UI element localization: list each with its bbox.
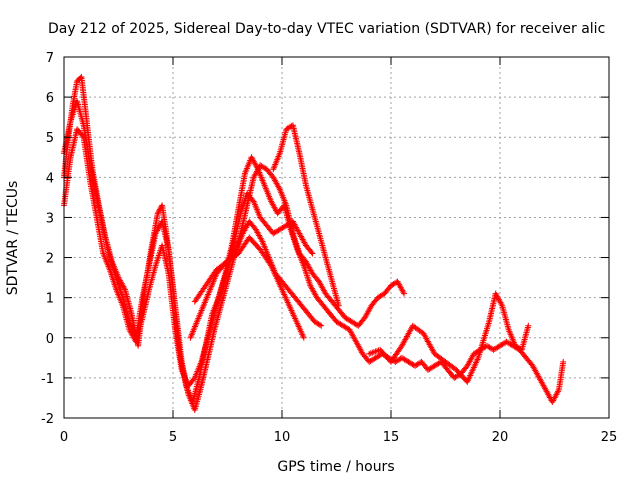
y-tick-label: -1 <box>41 372 54 387</box>
data-point <box>308 249 315 256</box>
series-track-e <box>191 234 307 341</box>
data-point <box>300 334 307 341</box>
x-tick-label: 5 <box>169 430 177 445</box>
data-point <box>560 358 567 365</box>
data-point <box>79 132 86 139</box>
series-track-g <box>366 290 532 385</box>
y-tick-label: -2 <box>41 412 54 427</box>
x-tick-label: 20 <box>492 430 509 445</box>
x-tick-label: 0 <box>60 430 68 445</box>
y-tick-label: 0 <box>46 332 54 347</box>
y-tick-label: 4 <box>46 171 54 186</box>
x-tick-label: 10 <box>274 430 291 445</box>
y-tick-label: 2 <box>46 252 54 267</box>
data-point <box>401 290 408 297</box>
y-tick-label: 6 <box>46 91 54 106</box>
data-point <box>316 321 323 328</box>
data-point <box>335 302 342 309</box>
series-track-f <box>270 122 342 309</box>
y-tick-label: 7 <box>46 51 54 66</box>
data-points <box>61 74 567 413</box>
data-point <box>267 261 274 268</box>
series-track-c <box>61 126 316 389</box>
x-axis-label: GPS time / hours <box>277 459 394 475</box>
plot-frame <box>63 56 610 419</box>
data-point <box>525 322 532 329</box>
x-tick-label: 15 <box>383 430 400 445</box>
y-tick-label: 1 <box>46 292 54 307</box>
chart-title: Day 212 of 2025, Sidereal Day-to-day VTE… <box>48 21 605 37</box>
data-point <box>154 210 161 217</box>
x-tick-label: 25 <box>601 430 618 445</box>
y-tick-label: 5 <box>46 131 54 146</box>
data-point <box>309 250 316 257</box>
data-point <box>318 322 325 329</box>
data-point <box>397 344 404 351</box>
y-tick-label: 3 <box>46 211 54 226</box>
y-axis-label: SDTVAR / TECUs <box>5 181 21 296</box>
